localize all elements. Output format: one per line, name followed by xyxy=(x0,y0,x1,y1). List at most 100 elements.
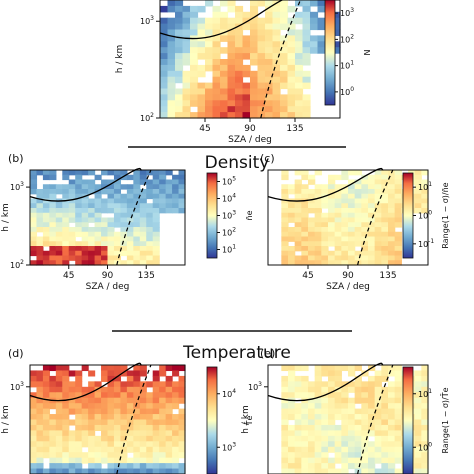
heatmap-cell xyxy=(368,381,376,388)
heatmap-cell xyxy=(159,198,167,204)
heatmap-cell xyxy=(394,430,402,437)
heatmap-cell xyxy=(182,112,191,119)
heatmap-cell xyxy=(334,260,342,266)
heatmap-cell xyxy=(341,231,349,238)
heatmap-cell xyxy=(36,397,44,404)
heatmap-cell xyxy=(265,82,274,90)
heatmap-cell xyxy=(190,17,199,25)
heatmap-cell xyxy=(257,35,266,42)
heatmap-cell xyxy=(42,236,50,242)
heatmap-cell xyxy=(205,35,214,42)
heatmap-cell xyxy=(361,463,369,470)
heatmap-cell xyxy=(101,403,109,410)
heatmap-cell xyxy=(159,365,167,372)
heatmap-cell xyxy=(272,70,281,78)
heatmap-cell xyxy=(314,386,322,393)
heatmap-cell xyxy=(30,397,38,404)
heatmap-cell xyxy=(388,452,396,459)
heatmap-cell xyxy=(88,403,96,410)
heatmap-cell xyxy=(75,231,83,238)
heatmap-cell xyxy=(281,184,289,190)
heatmap-cell xyxy=(414,430,422,437)
heatmap-cell xyxy=(414,375,422,382)
heatmap-cell xyxy=(167,94,176,101)
heatmap-cell xyxy=(42,419,50,426)
heatmap-cell xyxy=(126,424,134,431)
heatmap-cell xyxy=(55,212,63,219)
heatmap-cell xyxy=(113,386,122,393)
heatmap-cell xyxy=(328,468,336,474)
heatmap-cell xyxy=(49,386,57,393)
heatmap-cell xyxy=(126,212,134,219)
heatmap-cell xyxy=(178,198,186,204)
heatmap-cell xyxy=(301,193,309,200)
heatmap-cell xyxy=(165,179,173,185)
heatmap-cell xyxy=(107,375,115,382)
heatmap-cell xyxy=(288,189,296,195)
heatmap-cell xyxy=(250,47,259,54)
heatmap-cell xyxy=(294,424,302,431)
heatmap-cell xyxy=(265,94,274,101)
heatmap-cell xyxy=(301,446,309,453)
heatmap-cell xyxy=(101,222,109,228)
heatmap-cell xyxy=(272,94,281,101)
heatmap-cell xyxy=(388,250,396,257)
heatmap-cell xyxy=(172,381,180,388)
heatmap-cell xyxy=(55,370,63,377)
heatmap-cell xyxy=(159,457,167,464)
heatmap-cell xyxy=(146,430,154,437)
heatmap-cell xyxy=(178,375,186,382)
heatmap-cell xyxy=(62,430,70,437)
heatmap-cell xyxy=(182,11,191,19)
colorbar-tick-label: 101 xyxy=(418,388,432,399)
heatmap-cell xyxy=(257,59,266,66)
heatmap-cell xyxy=(314,414,322,421)
heatmap-cell xyxy=(101,408,109,415)
heatmap-cell xyxy=(272,35,281,42)
heatmap-cell xyxy=(30,452,38,459)
heatmap-cell xyxy=(133,198,141,204)
heatmap-cell xyxy=(334,365,342,372)
heatmap-e xyxy=(281,365,429,474)
heatmap-cell xyxy=(381,260,389,266)
heatmap-cell xyxy=(314,446,322,453)
heatmap-cell xyxy=(388,231,396,238)
heatmap-cell xyxy=(368,260,376,266)
heatmap-cell xyxy=(281,198,289,204)
heatmap-cell xyxy=(328,241,336,247)
heatmap-cell xyxy=(175,41,184,48)
heatmap-cell xyxy=(107,435,115,442)
heatmap-cell xyxy=(374,403,382,410)
heatmap-cell xyxy=(30,198,38,204)
heatmap-cell xyxy=(30,208,38,214)
heatmap-cell xyxy=(133,222,141,228)
heatmap-cell xyxy=(265,100,274,107)
heatmap-cell xyxy=(101,179,109,185)
heatmap-cell xyxy=(30,203,38,209)
heatmap-cell xyxy=(88,424,96,431)
heatmap-cell xyxy=(146,241,154,247)
heatmap-cell xyxy=(288,408,296,415)
heatmap-cell xyxy=(394,208,402,214)
heatmap-cell xyxy=(328,457,336,464)
heatmap-cell xyxy=(133,250,141,257)
heatmap-cell xyxy=(62,375,70,382)
heatmap-cell xyxy=(81,255,89,261)
heatmap-cell xyxy=(165,424,173,431)
heatmap-cell xyxy=(354,435,362,442)
heatmap-cell xyxy=(42,386,50,393)
heatmap-cell xyxy=(75,386,83,393)
heatmap-cell xyxy=(101,227,109,233)
x-tick-label: 45 xyxy=(63,271,74,281)
heatmap-cell xyxy=(146,189,154,195)
heatmap-cell xyxy=(414,208,422,214)
heatmap-cell xyxy=(146,231,154,238)
heatmap-cell xyxy=(374,397,382,404)
heatmap-cell xyxy=(42,189,50,195)
heatmap-cell xyxy=(334,174,342,181)
heatmap-cell xyxy=(381,419,389,426)
heatmap-cell xyxy=(265,70,274,78)
heatmap-cell xyxy=(62,452,70,459)
heatmap-cell xyxy=(348,198,356,204)
heatmap-cell xyxy=(146,255,154,261)
